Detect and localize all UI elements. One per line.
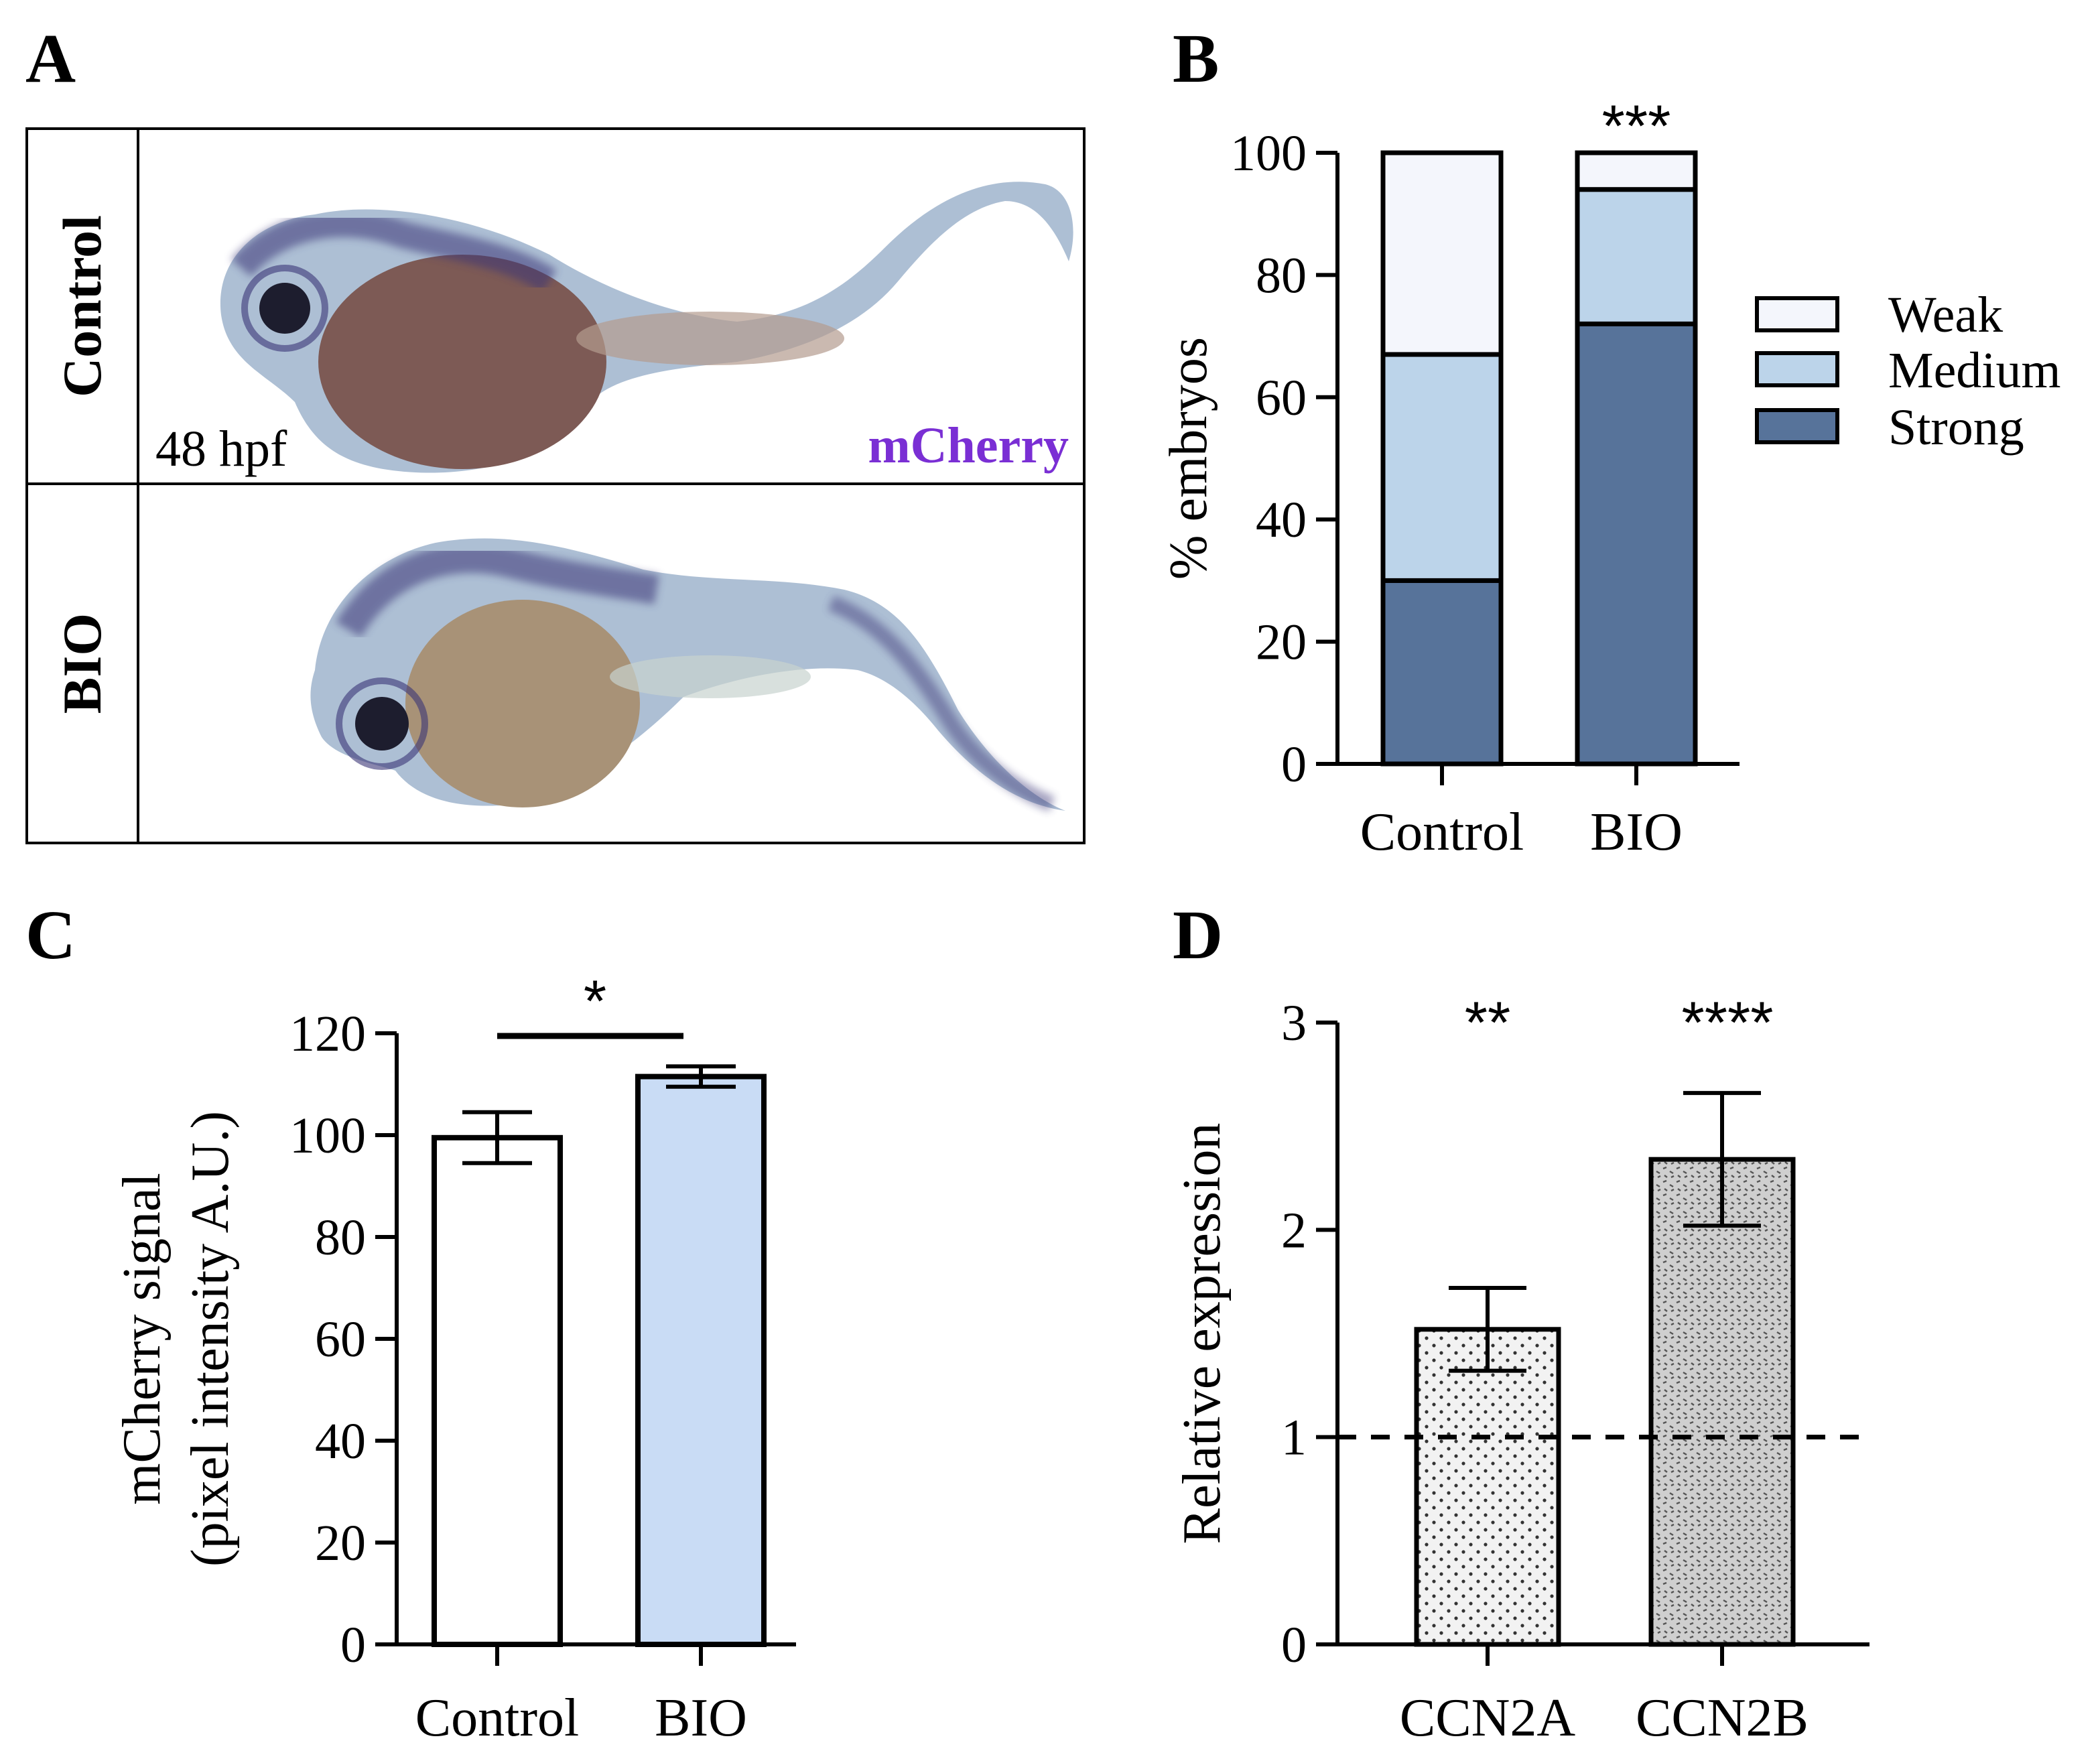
stage-label: 48 hpf (155, 421, 287, 477)
c-category-control: Control (415, 1689, 579, 1748)
panel-letter-d: D (1173, 897, 1223, 974)
yolk-extension-control (576, 312, 844, 365)
c-y-tick-label: 60 (315, 1311, 366, 1368)
legend-swatch-weak (1755, 296, 1839, 332)
legend-swatch-medium (1755, 351, 1839, 387)
b-legend: Weak Medium Strong (1755, 287, 2061, 456)
panel-letter-a: A (25, 20, 76, 97)
row-label-bio: BIO (52, 613, 113, 714)
d-y-tick-label: 0 (1281, 1617, 1307, 1673)
b-bar-control-strong (1380, 578, 1504, 767)
legend-label-medium: Medium (1888, 342, 2061, 399)
eye-bio (355, 697, 409, 750)
d-significance-ccn2a: ** (1465, 989, 1511, 1055)
c-y-tick-label: 100 (289, 1108, 366, 1164)
yolk-bio (405, 600, 640, 807)
yolk-control (318, 255, 606, 469)
c-y-tick-label: 20 (315, 1515, 366, 1571)
legend-label-strong: Strong (1888, 399, 2024, 456)
d-y-tick-label: 1 (1281, 1410, 1307, 1466)
embryo-control-image (220, 182, 1073, 473)
b-y-tick-label: 40 (1256, 492, 1307, 548)
eye-ring-control (241, 265, 328, 352)
c-y-tick-label: 40 (315, 1413, 366, 1470)
legend-label-weak: Weak (1888, 287, 2003, 343)
c-y-tick-label: 80 (315, 1210, 366, 1266)
panel-c-chart: 0 20 40 60 80 100 120 mCherry signal (pixel in… (113, 968, 796, 1748)
stain-dorsal-control (231, 210, 557, 293)
b-y-tick-label: 80 (1256, 247, 1307, 304)
eye-ring-bio (336, 677, 428, 770)
c-y-label-line1: mCherry signal (113, 1173, 172, 1504)
panel-letter-c: C (25, 897, 76, 974)
stain-label: mCherry (868, 417, 1069, 474)
b-bar-bio-strong (1575, 321, 1698, 767)
panel-a-images: Control BIO 48 hpf mCherry (25, 127, 1086, 844)
row-label-control: Control (52, 215, 113, 397)
b-y-tick-label: 0 (1281, 736, 1307, 793)
yolk-extension-bio (610, 655, 811, 698)
d-bar-ccn2b (1648, 1157, 1796, 1647)
stain-tail-bio (828, 595, 1055, 812)
b-y-tick-label: 60 (1256, 370, 1307, 426)
c-bar-bio (635, 1073, 767, 1647)
b-bar-bio-medium (1575, 187, 1698, 326)
panel-letter-b: B (1173, 20, 1219, 97)
b-y-tick-label: 100 (1230, 125, 1307, 182)
b-significance-bio: *** (1602, 92, 1671, 159)
c-bar-control (432, 1134, 563, 1648)
d-y-label: Relative expression (1173, 1123, 1232, 1545)
b-y-label: % embryos (1159, 337, 1218, 580)
legend-swatch-strong (1755, 408, 1839, 444)
d-category-ccn2a: CCN2A (1400, 1689, 1575, 1748)
b-bar-control-medium (1380, 352, 1504, 583)
panel-b-chart: 0 20 40 60 80 100 % embryos Control BIO *** W… (1159, 92, 2061, 862)
b-category-bio: BIO (1590, 803, 1683, 862)
d-y-tick-label: 3 (1281, 995, 1307, 1051)
d-y-tick-label: 2 (1281, 1202, 1307, 1258)
c-y-tick-label: 120 (289, 1006, 366, 1062)
d-category-ccn2b: CCN2B (1636, 1689, 1809, 1748)
c-y-tick-label: 0 (340, 1617, 366, 1673)
b-category-control: Control (1360, 803, 1524, 862)
d-significance-ccn2b: **** (1682, 989, 1774, 1055)
b-bar-bio-weak (1575, 150, 1698, 192)
c-significance-star: * (584, 968, 606, 1034)
b-y-tick-label: 20 (1256, 614, 1307, 671)
b-bar-control-weak (1380, 150, 1504, 357)
c-y-label-line2: (pixel intensity A.U.) (181, 1111, 240, 1567)
eye-control (259, 283, 310, 334)
stain-dorsal-bio (336, 543, 659, 638)
c-category-bio: BIO (655, 1689, 747, 1748)
embryo-bio-image (310, 538, 1066, 812)
d-bar-ccn2a (1414, 1327, 1561, 1647)
